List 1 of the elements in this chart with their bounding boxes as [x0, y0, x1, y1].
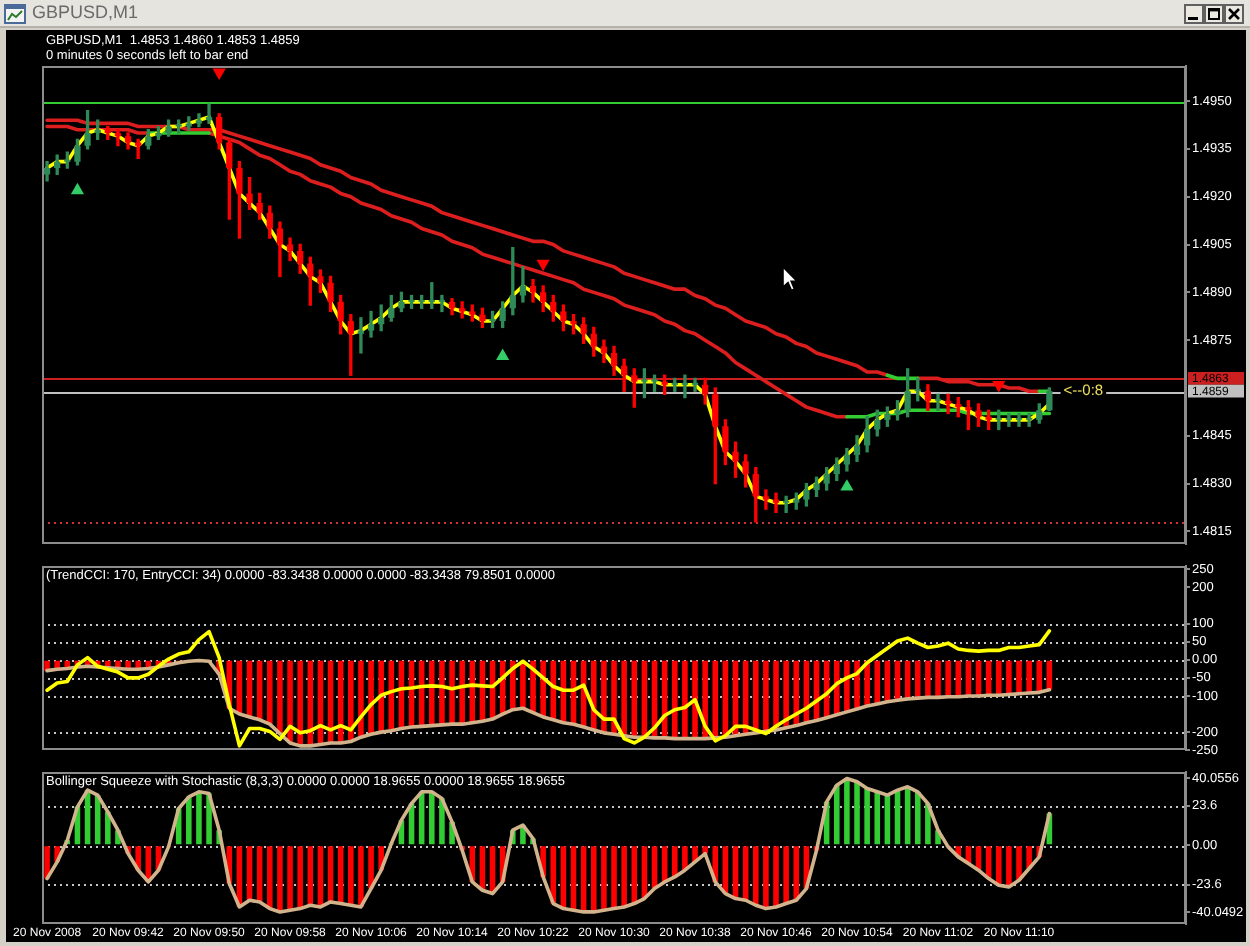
chart-title: GBPUSD,M1	[32, 2, 139, 24]
